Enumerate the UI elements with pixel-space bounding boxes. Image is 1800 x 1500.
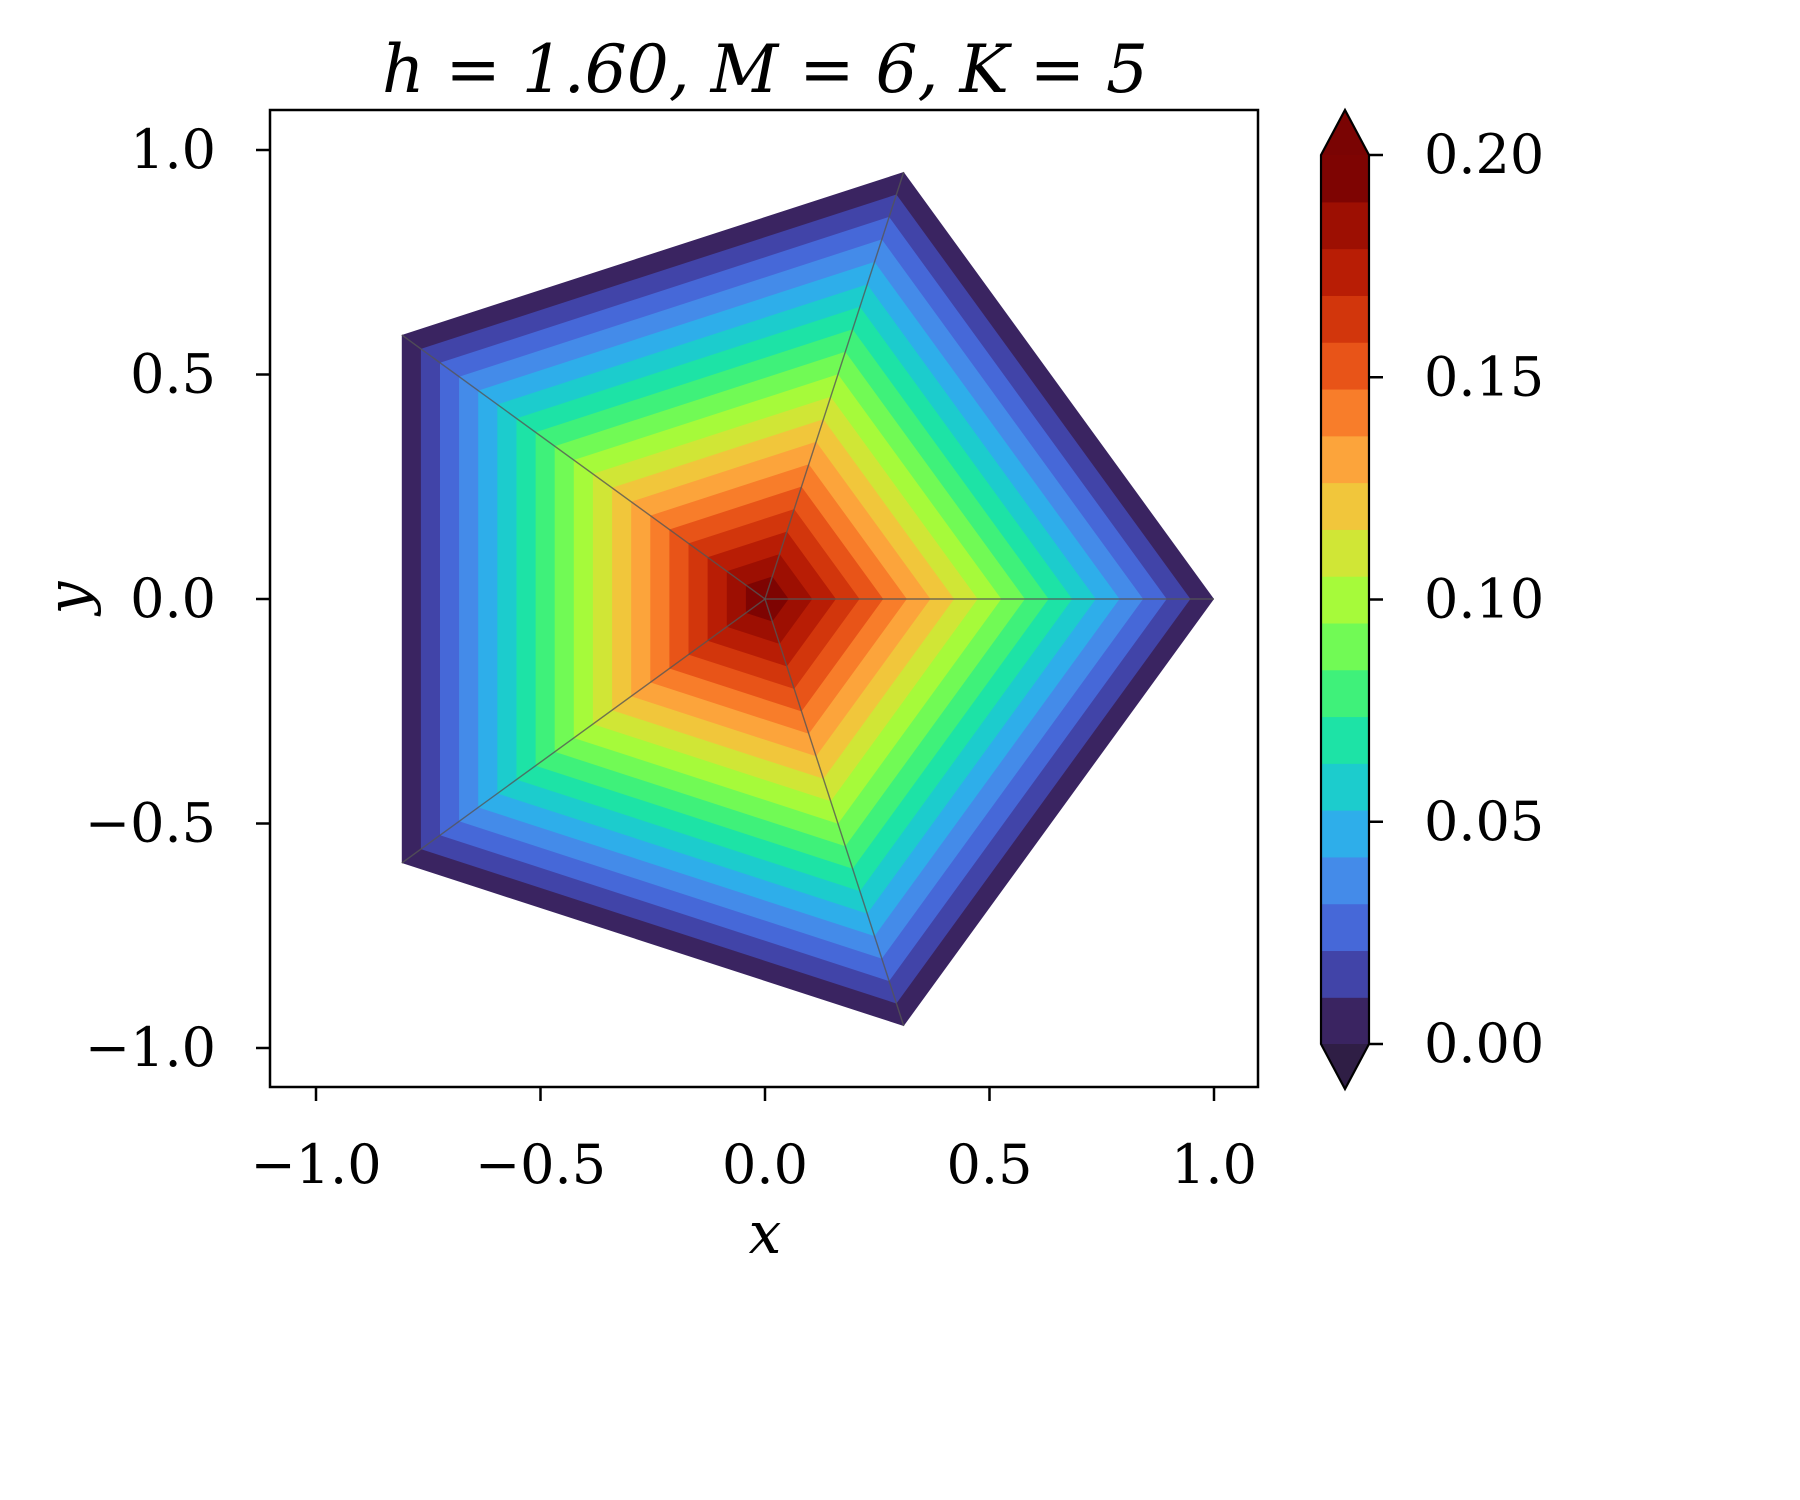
x-tick-label: −1.0 xyxy=(250,1133,381,1196)
x-tick-label: −0.5 xyxy=(475,1133,606,1196)
colorbar-swatch xyxy=(1321,435,1369,484)
y-tick-label: 1.0 xyxy=(130,118,216,181)
spoke-line xyxy=(764,598,905,1027)
colorbar-swatch xyxy=(1321,482,1369,530)
colorbar-swatch xyxy=(1321,295,1369,343)
pentagon-spoke-lines xyxy=(401,171,1214,1027)
colorbar-swatch xyxy=(1321,155,1369,203)
y-axis: −1.0 −0.5 0.0 0.5 1.0 xyxy=(85,118,270,1079)
colorbar-swatch xyxy=(1321,997,1369,1045)
colorbar: 0.00 0.05 0.10 0.15 0.20 xyxy=(1319,107,1544,1092)
colorbar-swatch xyxy=(1321,576,1369,624)
contour-fill-layer xyxy=(401,172,1214,1026)
x-tick-label: 0.5 xyxy=(947,1133,1033,1196)
colorbar-swatch xyxy=(1321,529,1369,577)
colorbar-over-arrow xyxy=(1321,110,1369,155)
colorbar-swatch xyxy=(1321,763,1369,811)
colorbar-swatch xyxy=(1321,950,1369,998)
x-tick-label: 1.0 xyxy=(1171,1133,1257,1196)
y-tick-label: −1.0 xyxy=(85,1016,216,1079)
colorbar-swatch xyxy=(1321,342,1369,390)
colorbar-tick-label: 0.00 xyxy=(1424,1012,1544,1075)
x-axis-label: x xyxy=(749,1199,782,1267)
colorbar-swatch xyxy=(1321,810,1369,858)
colorbar-swatch xyxy=(1321,716,1369,764)
spoke-line xyxy=(401,598,766,864)
y-tick-label: −0.5 xyxy=(85,792,216,855)
colorbar-swatch xyxy=(1321,669,1369,718)
colorbar-tick-label: 0.10 xyxy=(1424,568,1544,631)
spoke-line xyxy=(401,334,766,600)
colorbar-swatch xyxy=(1321,856,1369,905)
colorbar-swatch xyxy=(1321,622,1369,671)
colorbar-tick-label: 0.15 xyxy=(1424,345,1544,408)
x-tick-label: 0.0 xyxy=(722,1133,808,1196)
y-tick-label: 0.5 xyxy=(130,343,216,406)
colorbar-swatch xyxy=(1321,388,1369,437)
colorbar-tick-label: 0.05 xyxy=(1424,790,1544,853)
y-tick-label: 0.0 xyxy=(130,567,216,630)
colorbar-swatch xyxy=(1321,201,1369,250)
x-axis: −1.0 −0.5 0.0 0.5 1.0 xyxy=(250,1087,1257,1196)
spoke-line xyxy=(764,171,905,600)
colorbar-tick-label: 0.20 xyxy=(1424,123,1544,186)
plot-area xyxy=(268,108,1260,1089)
colorbar-swatch xyxy=(1321,248,1369,296)
y-axis-label: y xyxy=(34,580,102,617)
colorbar-swatch xyxy=(1321,903,1369,952)
chart-title: h = 1.60, M = 6, K = 5 xyxy=(382,31,1148,108)
colorbar-under-arrow xyxy=(1321,1044,1369,1089)
